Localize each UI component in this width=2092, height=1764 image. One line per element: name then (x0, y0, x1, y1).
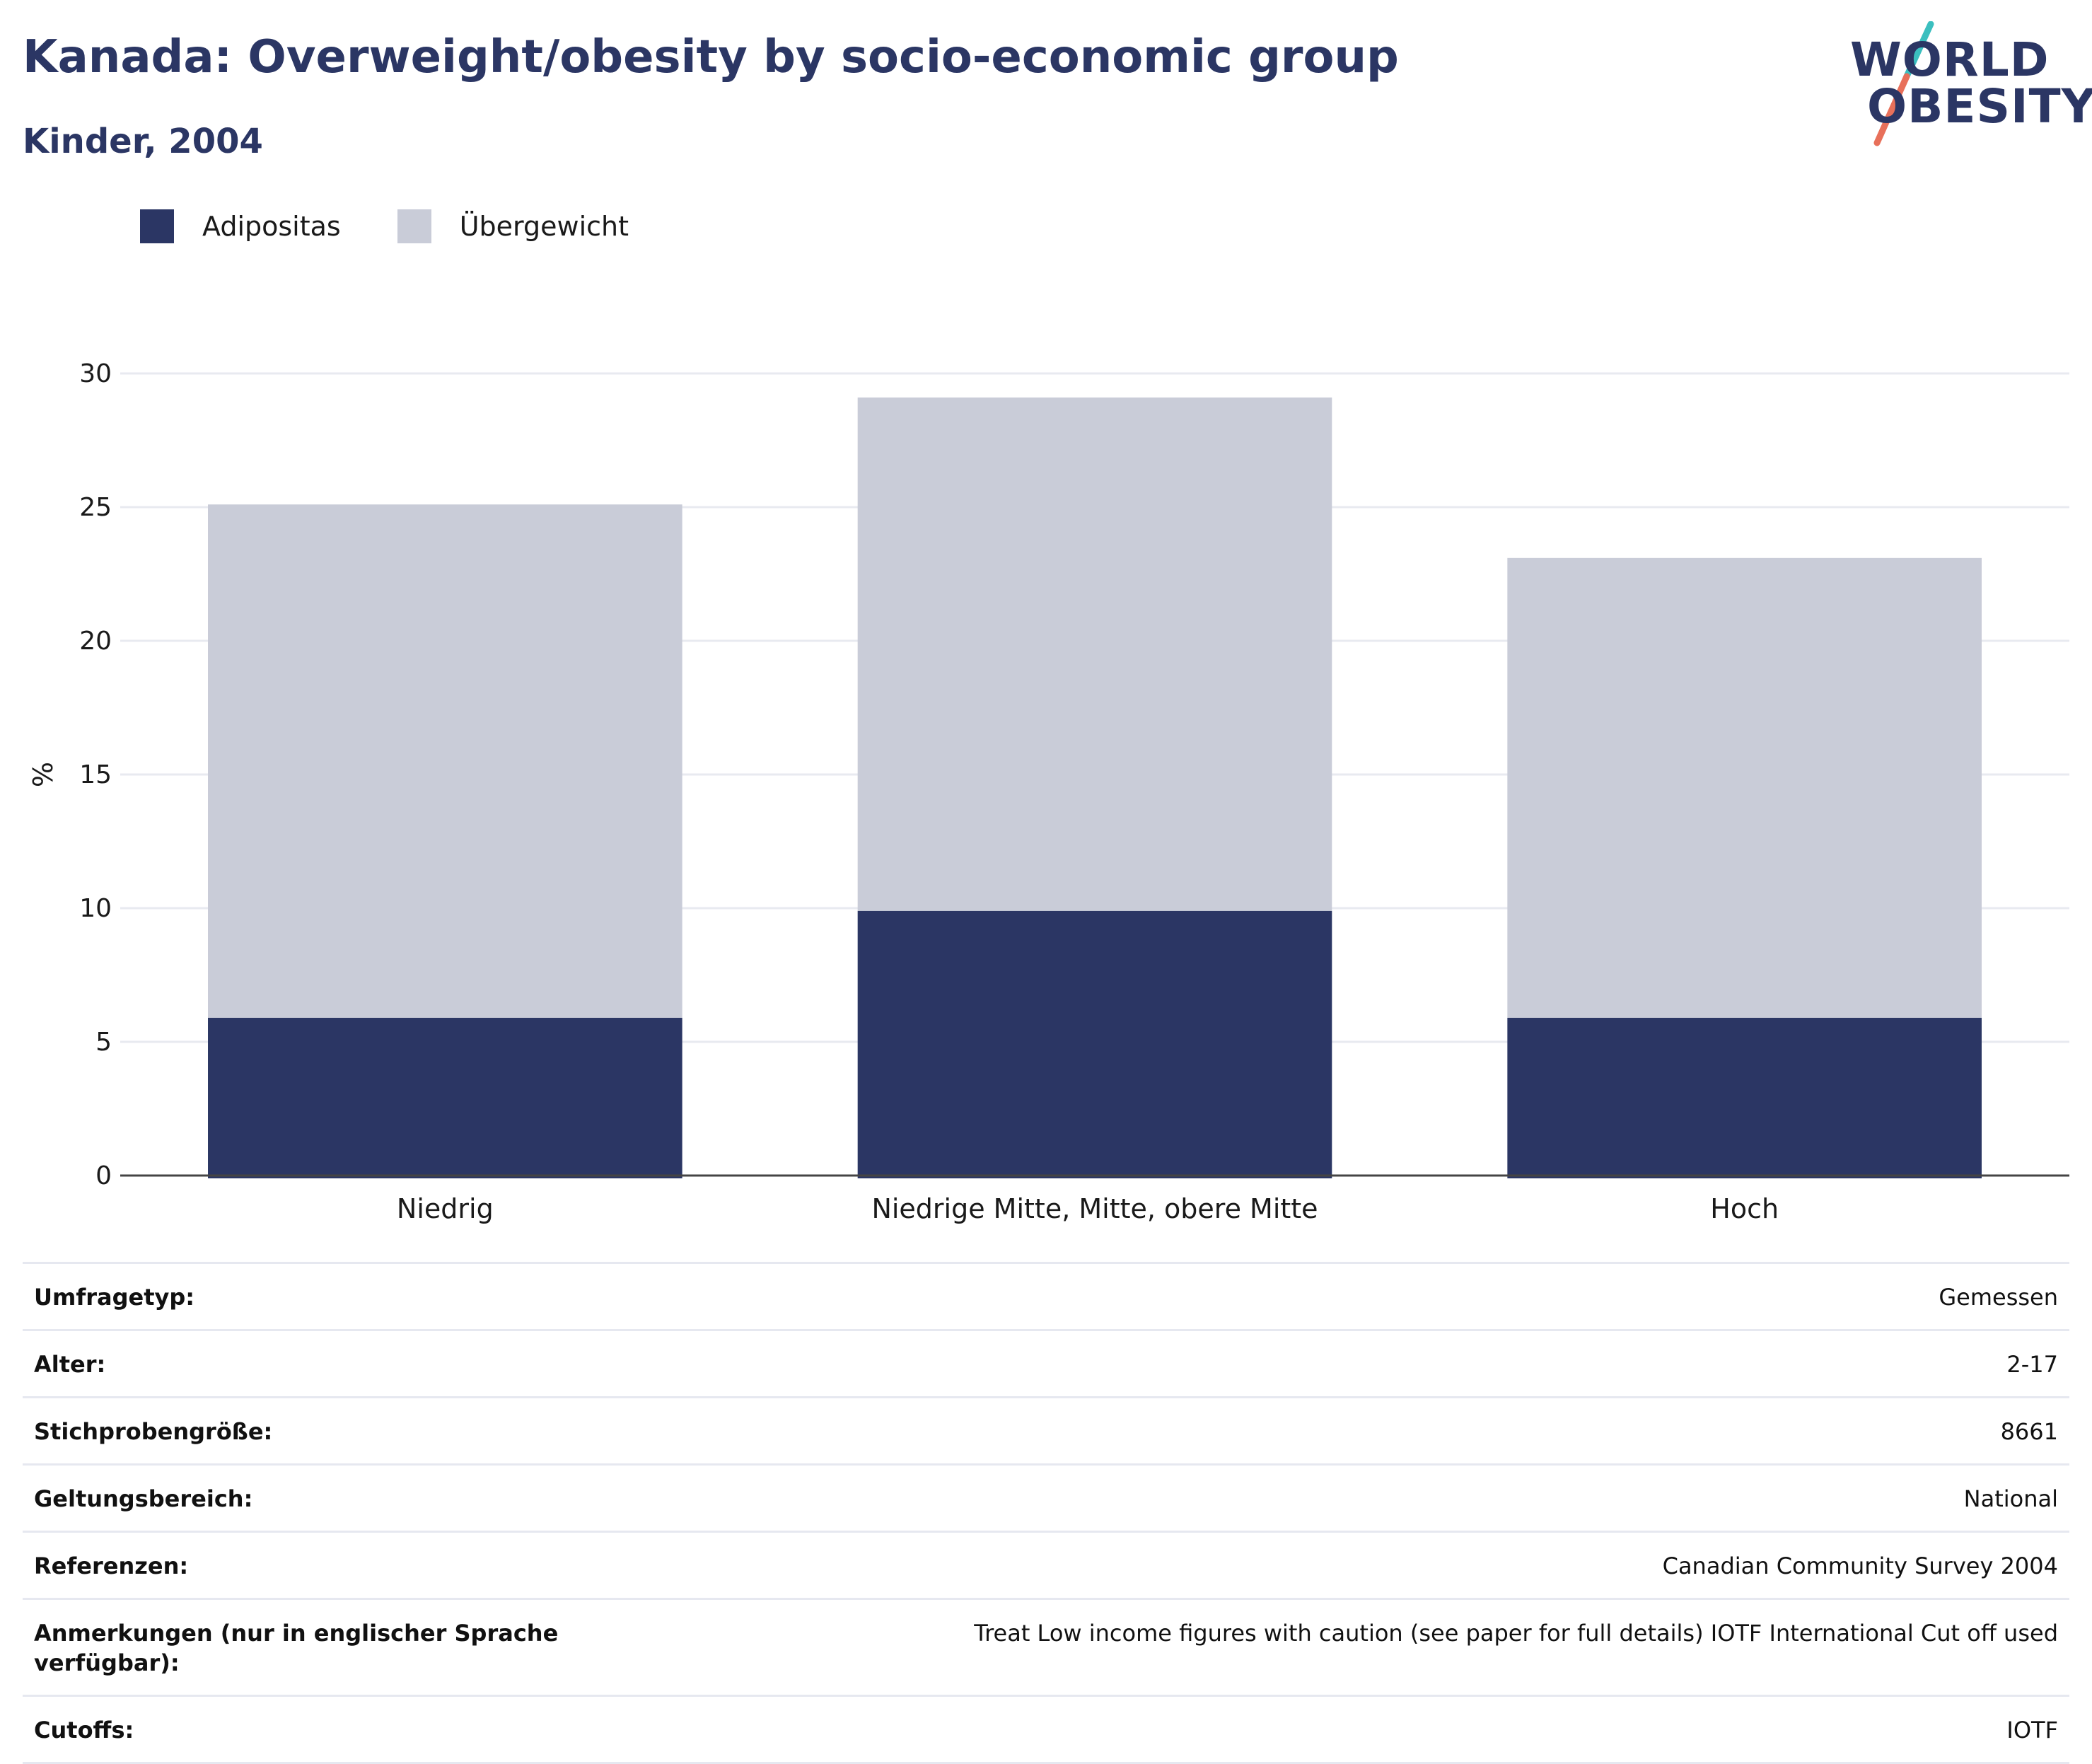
y-tick-label: 0 (95, 1161, 112, 1190)
bar-obesity-0 (208, 1017, 682, 1178)
legend-item-obesity[interactable]: Adipositas (140, 209, 341, 243)
chart-title: Kanada: Overweight/obesity by socio-econ… (23, 31, 1399, 83)
meta-row: Referenzen: Canadian Community Survey 200… (23, 1533, 2069, 1600)
bar-overweight-2 (1507, 557, 1982, 1018)
bar-obesity-2 (1507, 1017, 1982, 1178)
meta-value: Canadian Community Survey 2004 (1662, 1553, 2058, 1579)
y-tick-label: 15 (79, 760, 112, 789)
y-axis-label: % (28, 762, 59, 787)
meta-key: Anmerkungen (nur in englischer Sprache v… (34, 1620, 559, 1676)
x-category-label: Niedrig (397, 1193, 494, 1224)
y-tick-label: 10 (79, 894, 112, 923)
stacked-bar-chart: 0 5 10 15 20 25 30% Niedrig Niedrige Mitte, Mitt… (28, 359, 2069, 1224)
meta-value: Gemessen (1939, 1284, 2058, 1311)
bar-overweight-1 (857, 398, 1332, 911)
meta-row: Alter: 2-17 (23, 1331, 2069, 1398)
meta-row: Anmerkungen (nur in englischer Sprache v… (23, 1600, 2069, 1697)
x-category-label: Hoch (1710, 1193, 1779, 1224)
legend-swatch-overweight (397, 209, 431, 243)
y-tick-label: 30 (79, 359, 112, 388)
legend-label-obesity: Adipositas (202, 211, 341, 242)
world-obesity-logo: WORLD OBESITY (1839, 21, 2092, 149)
meta-value: Treat Low income figures with caution (s… (974, 1620, 2058, 1647)
bar-obesity-1 (857, 910, 1332, 1178)
meta-key: Alter: (34, 1351, 106, 1378)
meta-row: Stichprobengröße: 8661 (23, 1398, 2069, 1466)
bar-overweight-0 (208, 504, 682, 1018)
meta-value: IOTF (2006, 1717, 2058, 1743)
chart-legend: Adipositas Übergewicht (140, 209, 685, 243)
legend-item-overweight[interactable]: Übergewicht (397, 209, 629, 243)
y-tick-label: 25 (79, 493, 112, 522)
logo-text-obesity: OBESITY (1867, 79, 2092, 134)
meta-key: Cutoffs: (34, 1717, 134, 1743)
meta-key: Referenzen: (34, 1553, 189, 1579)
meta-value: 2-17 (2006, 1351, 2058, 1378)
meta-key: Stichprobengröße: (34, 1418, 273, 1445)
legend-swatch-obesity (140, 209, 174, 243)
y-tick-label: 20 (79, 627, 112, 656)
logo-slash-icon (1873, 21, 1934, 146)
meta-key: Geltungsbereich: (34, 1485, 253, 1512)
chart-subtitle: Kinder, 2004 (23, 122, 263, 161)
meta-row: Umfragetyp: Gemessen (23, 1264, 2069, 1331)
logo-text-world: WORLD (1850, 33, 2050, 87)
meta-value: 8661 (2000, 1418, 2058, 1445)
y-tick-label: 5 (95, 1028, 112, 1057)
survey-details-table: Umfragetyp: Gemessen Alter: 2-17 Stichproben… (23, 1262, 2069, 1764)
meta-row: Geltungsbereich: National (23, 1466, 2069, 1533)
x-category-label: Niedrige Mitte, Mitte, obere Mitte (871, 1193, 1318, 1224)
meta-value: National (1963, 1485, 2058, 1512)
meta-row: Cutoffs: IOTF (23, 1697, 2069, 1764)
meta-key: Umfragetyp: (34, 1284, 195, 1311)
legend-label-overweight: Übergewicht (459, 211, 629, 242)
